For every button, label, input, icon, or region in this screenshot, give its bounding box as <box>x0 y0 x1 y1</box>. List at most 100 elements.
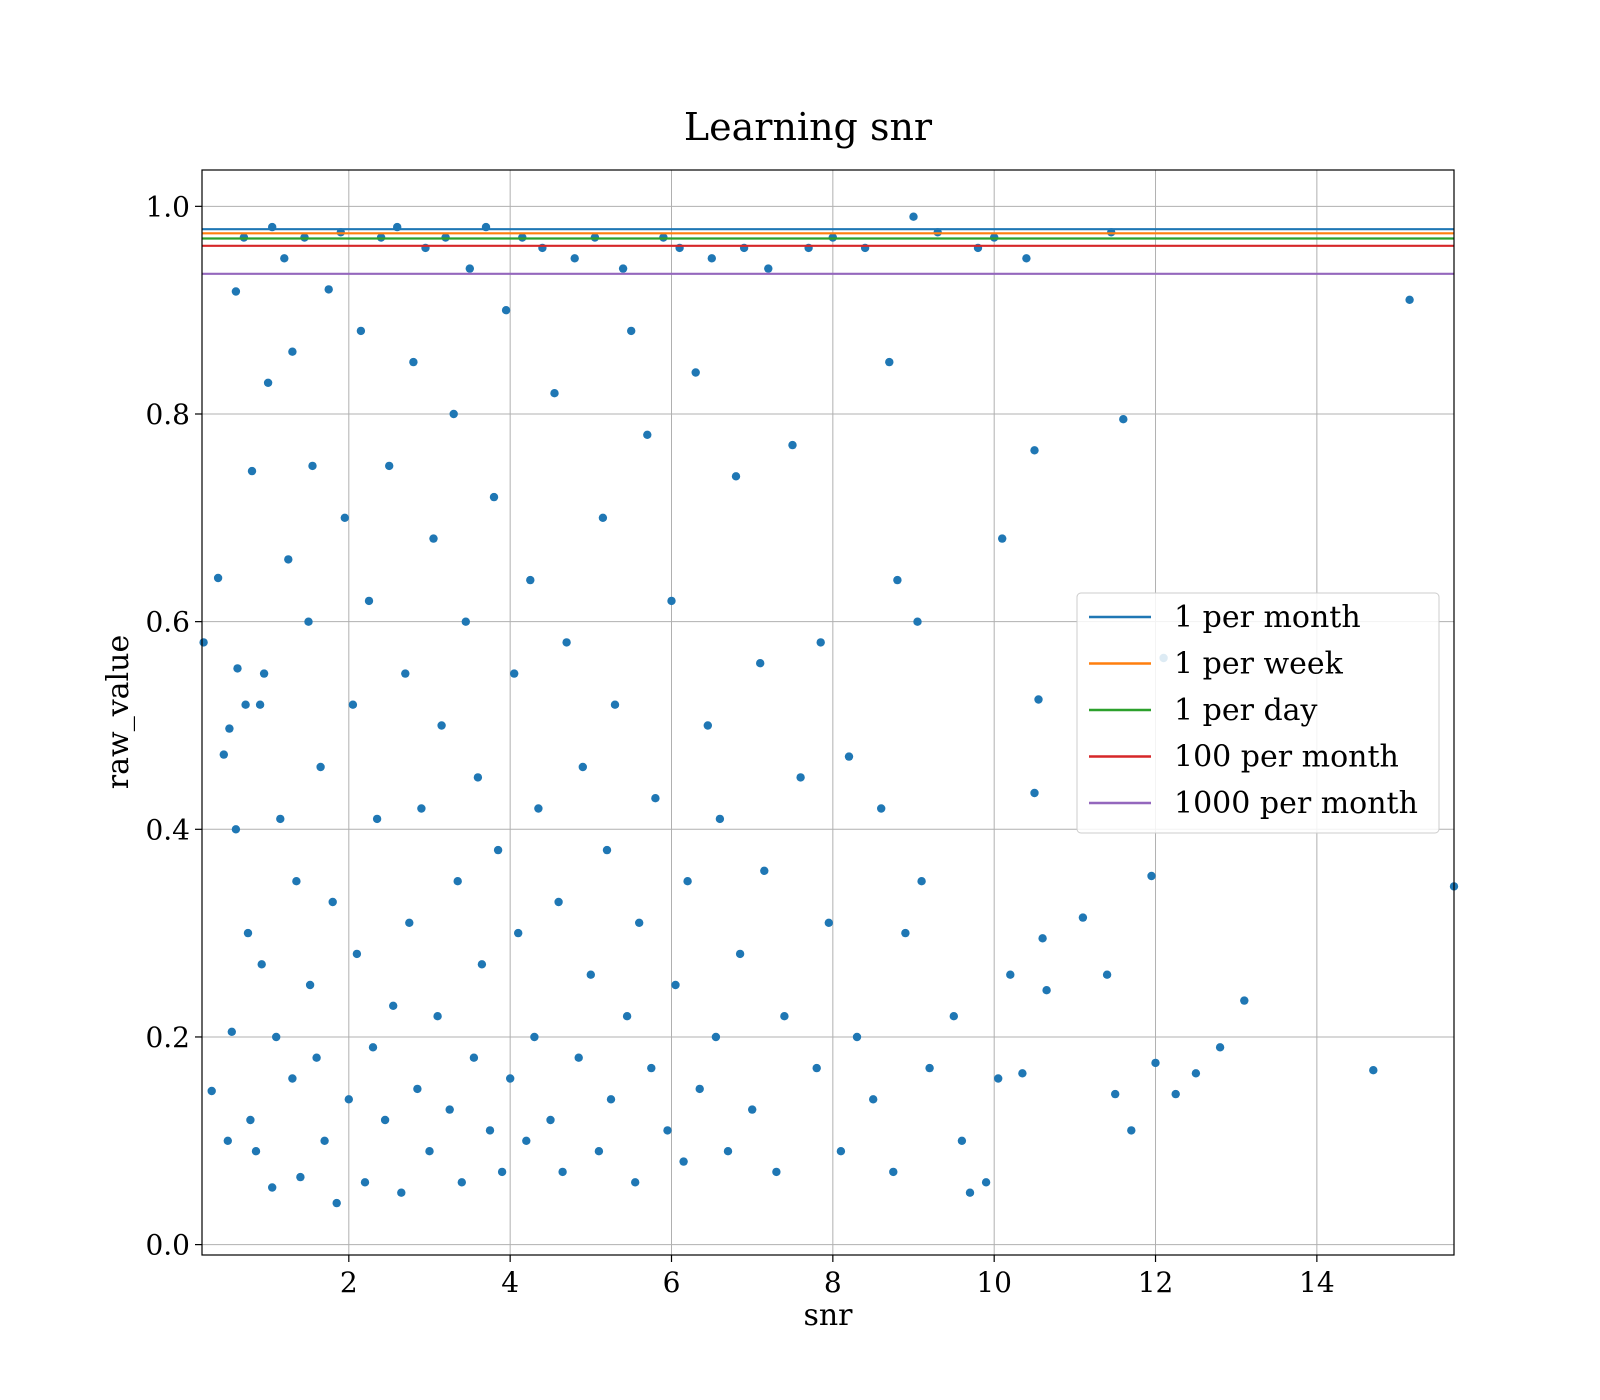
data-point <box>1147 871 1156 881</box>
data-point <box>635 918 644 927</box>
data-point <box>372 814 382 824</box>
data-point <box>247 466 257 476</box>
x-axis-ticks: 2 4 6 8 10 12 14 <box>340 1255 1335 1299</box>
data-point <box>413 1084 422 1094</box>
data-point <box>703 721 712 730</box>
data-point <box>994 1074 1003 1083</box>
data-point <box>332 1198 341 1208</box>
y-tick-label: 0.2 <box>145 1021 190 1054</box>
data-point <box>578 762 587 772</box>
data-point <box>631 1178 640 1187</box>
y-axis-ticks: 0.0 0.2 0.4 0.6 0.8 1.0 <box>145 190 202 1262</box>
data-point <box>429 534 438 543</box>
data-point <box>328 897 337 907</box>
data-point <box>852 1032 862 1042</box>
data-point <box>257 960 266 969</box>
data-point <box>731 472 741 481</box>
data-point <box>1215 1043 1225 1052</box>
data-point <box>1240 996 1249 1005</box>
data-point <box>610 700 620 709</box>
data-point <box>844 752 854 761</box>
data-point <box>368 1043 378 1052</box>
data-point <box>598 513 608 522</box>
legend-label: 100 per month <box>1174 740 1399 775</box>
data-point <box>586 970 595 979</box>
data-point <box>1030 446 1039 455</box>
data-point <box>965 1188 975 1197</box>
data-point <box>213 573 223 583</box>
data-point <box>453 877 462 886</box>
legend: 1 per month 1 per week 1 per day 100 per mo… <box>1076 592 1440 834</box>
data-point <box>1006 970 1015 979</box>
data-point <box>1171 1089 1180 1099</box>
data-point <box>356 326 366 336</box>
data-point <box>340 513 349 522</box>
data-point <box>1018 1069 1027 1078</box>
data-point <box>602 845 612 855</box>
data-point <box>869 1095 878 1104</box>
data-point <box>288 1074 297 1083</box>
data-point <box>506 1074 515 1083</box>
data-point <box>1127 1126 1136 1135</box>
data-point <box>417 804 426 813</box>
data-point <box>981 1178 991 1187</box>
data-point <box>647 1063 656 1073</box>
data-point <box>344 1095 353 1104</box>
data-point <box>723 1147 733 1156</box>
data-point <box>1078 913 1088 922</box>
data-point <box>280 254 289 263</box>
data-point <box>901 928 910 938</box>
data-point <box>957 1136 967 1146</box>
data-point <box>385 461 394 471</box>
data-point <box>691 368 700 377</box>
data-point <box>889 1167 898 1177</box>
y-tick-label: 0.6 <box>145 606 190 639</box>
data-point <box>348 700 358 709</box>
data-point <box>401 669 410 678</box>
data-point <box>530 1032 539 1042</box>
data-point <box>663 1126 672 1135</box>
data-point <box>227 1027 236 1037</box>
data-point <box>618 264 628 273</box>
plot-frame <box>201 169 1455 1256</box>
data-point <box>925 1063 934 1073</box>
data-point <box>489 492 499 502</box>
data-point <box>268 1183 277 1192</box>
data-point <box>683 877 692 886</box>
data-point <box>756 659 765 668</box>
data-point <box>465 264 474 273</box>
data-point <box>707 254 716 263</box>
data-point <box>917 877 926 886</box>
data-point <box>1191 1069 1201 1078</box>
data-point <box>308 461 317 471</box>
x-tick-label: 8 <box>824 1266 842 1299</box>
data-point <box>485 1126 495 1135</box>
data-point <box>679 1157 688 1166</box>
data-point <box>316 762 325 772</box>
data-point <box>469 1053 479 1062</box>
y-tick-label: 0.4 <box>145 813 190 846</box>
data-point <box>667 596 676 606</box>
chart-title: Learning snr <box>684 105 933 149</box>
data-point <box>1151 1058 1160 1068</box>
data-point <box>251 1147 261 1156</box>
data-point <box>312 1053 321 1062</box>
data-point <box>1405 295 1414 304</box>
y-axis-label: raw_value <box>101 635 136 789</box>
data-point <box>389 1001 398 1010</box>
data-point <box>225 724 234 733</box>
data-point <box>461 617 470 626</box>
data-point <box>796 773 805 782</box>
data-point <box>231 825 241 834</box>
data-point <box>711 1032 721 1042</box>
data-point <box>554 897 563 907</box>
data-point <box>364 596 374 606</box>
data-point <box>574 1053 583 1062</box>
data-point <box>352 949 362 959</box>
data-point <box>522 1136 531 1146</box>
data-point <box>449 409 458 419</box>
data-point <box>695 1084 704 1094</box>
data-point <box>1042 986 1051 995</box>
data-point <box>380 1115 390 1125</box>
data-point <box>305 980 315 990</box>
